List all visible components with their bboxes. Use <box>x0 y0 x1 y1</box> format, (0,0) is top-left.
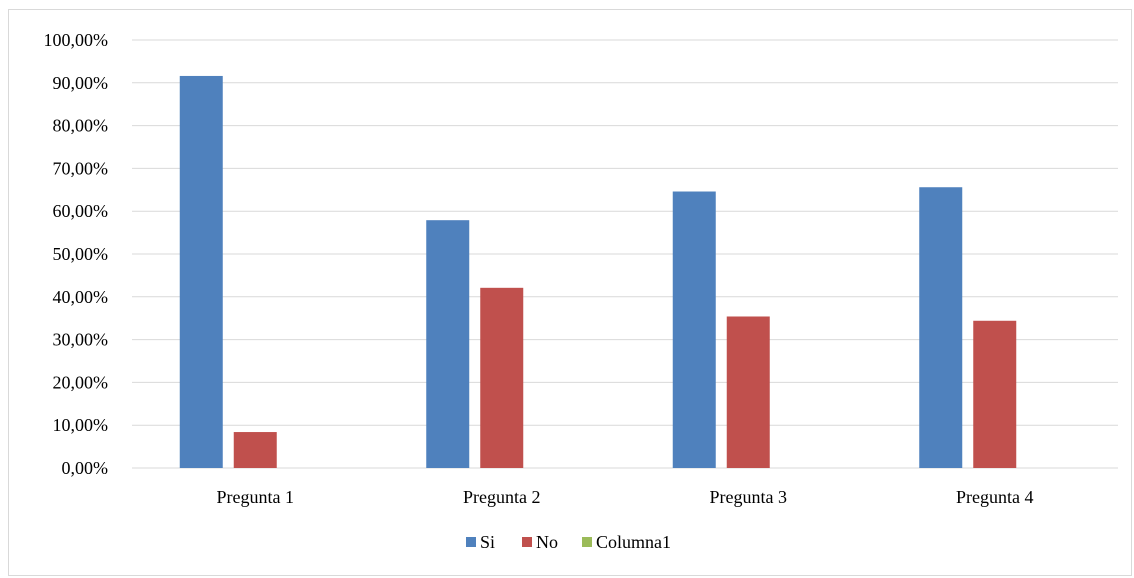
bar-no-4 <box>973 320 1017 468</box>
y-tick-label: 100,00% <box>44 30 109 50</box>
legend-label-no: No <box>536 532 558 552</box>
bar-no-1 <box>233 432 277 468</box>
y-tick-label: 70,00% <box>53 158 109 178</box>
legend-label-si: Si <box>480 532 495 552</box>
bar-no-3 <box>726 316 770 468</box>
gridlines <box>132 39 1118 469</box>
x-tick-label: Pregunta 2 <box>463 487 540 507</box>
y-tick-label: 80,00% <box>53 116 109 136</box>
y-tick-label: 30,00% <box>53 330 109 350</box>
bar-si-1 <box>179 75 223 469</box>
y-tick-label: 0,00% <box>62 458 109 478</box>
y-tick-label: 20,00% <box>53 372 109 392</box>
y-tick-label: 50,00% <box>53 244 109 264</box>
bar-si-2 <box>426 220 470 468</box>
bar-si-3 <box>672 191 716 468</box>
y-tick-label: 60,00% <box>53 201 109 221</box>
legend-label-columna1: Columna1 <box>596 532 671 552</box>
legend: Si No Columna1 <box>466 532 671 552</box>
y-axis-tick-labels: 0,00% 10,00% 20,00% 30,00% 40,00% 50,00% 60,00… <box>44 30 109 478</box>
x-tick-label: Pregunta 4 <box>956 487 1033 507</box>
bar-no-2 <box>480 287 524 468</box>
y-tick-label: 90,00% <box>53 73 109 93</box>
bars <box>179 75 1017 469</box>
legend-swatch-columna1 <box>582 537 592 547</box>
legend-swatch-no <box>522 537 532 547</box>
legend-swatch-si <box>466 537 476 547</box>
x-axis-tick-labels: Pregunta 1 Pregunta 2 Pregunta 3 Pregunta 4 <box>217 487 1034 507</box>
bar-si-4 <box>919 187 963 468</box>
y-tick-label: 40,00% <box>53 287 109 307</box>
x-tick-label: Pregunta 1 <box>217 487 294 507</box>
y-tick-label: 10,00% <box>53 415 109 435</box>
x-tick-label: Pregunta 3 <box>710 487 787 507</box>
